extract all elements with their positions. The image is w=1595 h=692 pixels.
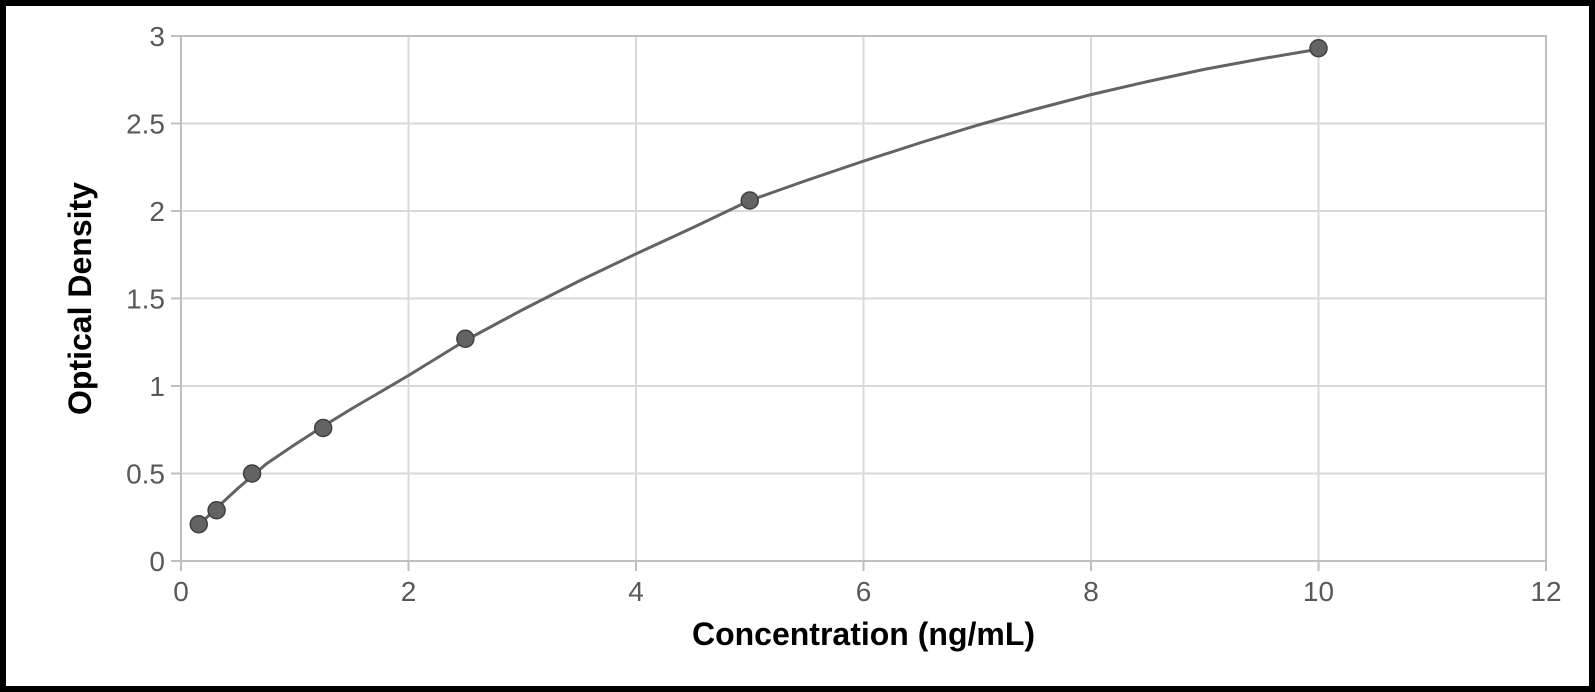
x-tick-label: 0 [173, 576, 189, 607]
x-axis-label: Concentration (ng/mL) [692, 616, 1035, 652]
y-axis-label: Optical Density [62, 182, 98, 415]
y-tick-label: 0.5 [126, 458, 165, 489]
x-tick-label: 4 [628, 576, 644, 607]
data-point [741, 192, 758, 209]
y-tick-label: 1 [149, 371, 165, 402]
data-point [244, 465, 261, 482]
y-tick-label: 2 [149, 196, 165, 227]
y-tick-label: 0 [149, 546, 165, 577]
y-tick-label: 2.5 [126, 108, 165, 139]
standard-curve-chart: 0 2 4 6 8 10 12 0 0.5 1 1.5 2 2.5 3 Concentration (ng/… [6, 6, 1589, 686]
x-tick-label: 10 [1303, 576, 1334, 607]
x-tick-label: 8 [1083, 576, 1099, 607]
data-point [208, 502, 225, 519]
x-tick-label: 2 [401, 576, 417, 607]
y-tick-label: 1.5 [126, 283, 165, 314]
data-point [457, 330, 474, 347]
chart-frame: 0 2 4 6 8 10 12 0 0.5 1 1.5 2 2.5 3 Concentration (ng/… [0, 0, 1595, 692]
x-tick-label: 6 [856, 576, 872, 607]
data-point [1310, 40, 1327, 57]
y-tick-label: 3 [149, 21, 165, 52]
data-point [190, 516, 207, 533]
x-tick-label: 12 [1530, 576, 1561, 607]
data-point [315, 420, 332, 437]
